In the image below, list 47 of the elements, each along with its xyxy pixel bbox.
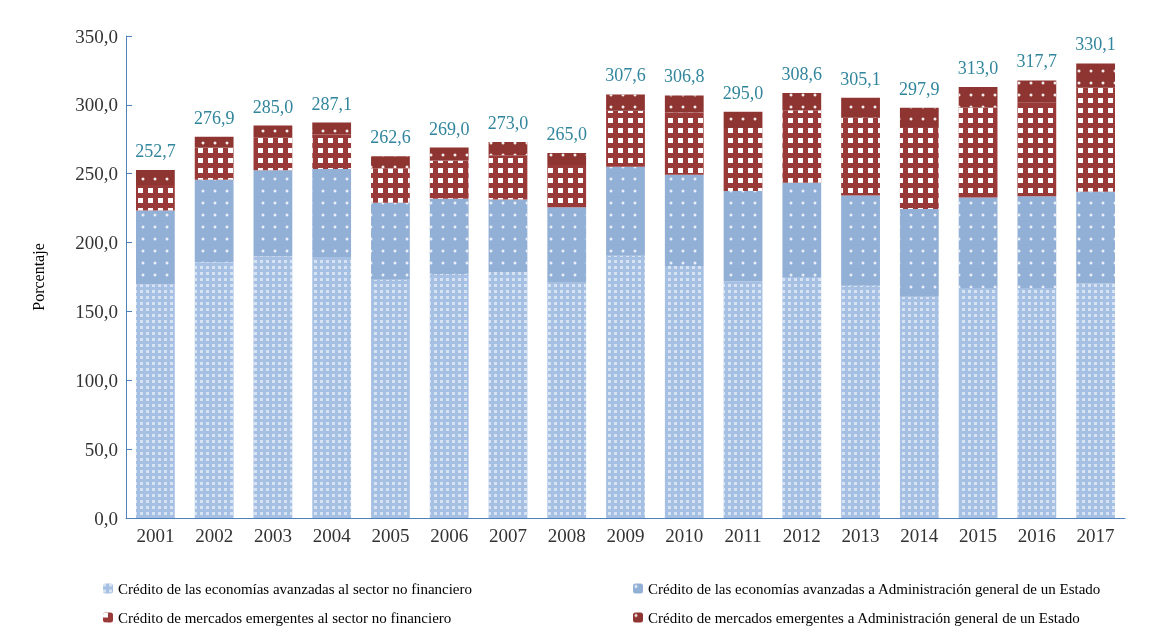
x-tick-label: 2010 (665, 525, 704, 546)
legend-label: Crédito de las economías avanzadas al sector no financiero (118, 580, 473, 597)
x-tick-label: 2006 (430, 525, 469, 546)
total-label: 330,1 (1075, 34, 1116, 55)
y-tick-label: 200,0 (75, 232, 118, 254)
total-label: 276,9 (193, 107, 235, 128)
total-label: 317,7 (1016, 51, 1058, 72)
x-tick-label: 2015 (959, 525, 998, 546)
y-tick-label: 250,0 (75, 163, 118, 185)
x-tick-label: 2002 (195, 525, 234, 546)
x-tick-label: 2003 (253, 525, 292, 546)
x-tick-label: 2008 (547, 525, 586, 546)
x-tick-label: 2014 (900, 525, 939, 546)
x-tick-label: 2004 (312, 525, 352, 546)
y-tick-label: 50,0 (84, 438, 118, 460)
y-tick-label: 350,0 (75, 25, 118, 47)
total-label: 287,1 (311, 93, 352, 114)
total-label: 285,0 (252, 96, 294, 117)
total-label: 262,6 (370, 127, 411, 148)
y-tick-label: 150,0 (75, 300, 118, 322)
y-tick-label: 100,0 (75, 369, 118, 391)
total-label: 269,0 (428, 118, 470, 139)
x-tick-label: 2017 (1076, 525, 1115, 546)
total-label: 313,0 (957, 57, 999, 78)
total-label: 306,8 (664, 66, 705, 87)
total-label: 307,6 (605, 65, 646, 86)
x-tick-label: 2005 (371, 525, 410, 546)
x-tick-label: 2011 (724, 525, 762, 546)
total-label: 273,0 (487, 113, 529, 134)
legend-label: Crédito de mercados emergentes al sector no financiero (118, 609, 452, 626)
y-axis-title: Porcentaje (29, 243, 48, 311)
legend-label: Crédito de mercados emergentes a Administración general de un Estado (648, 609, 1080, 626)
x-tick-label: 2016 (1017, 525, 1056, 546)
total-label: 252,7 (135, 141, 176, 161)
y-tick-label: 300,0 (75, 94, 118, 116)
total-label: 297,9 (899, 78, 940, 99)
legend-label: Crédito de las economías avanzadas a Administración general de un Estado (648, 580, 1101, 597)
x-tick-label: 2009 (606, 525, 645, 546)
total-label: 265,0 (546, 124, 587, 145)
x-tick-label: 2013 (841, 525, 880, 546)
x-tick-label: 2001 (136, 525, 175, 546)
total-label: 308,6 (781, 64, 823, 85)
total-label: 305,1 (840, 68, 881, 89)
total-label: 295,0 (722, 82, 764, 103)
x-tick-label: 2007 (488, 525, 527, 546)
x-tick-label: 2012 (782, 525, 821, 546)
y-tick-label: 0,0 (94, 507, 118, 529)
